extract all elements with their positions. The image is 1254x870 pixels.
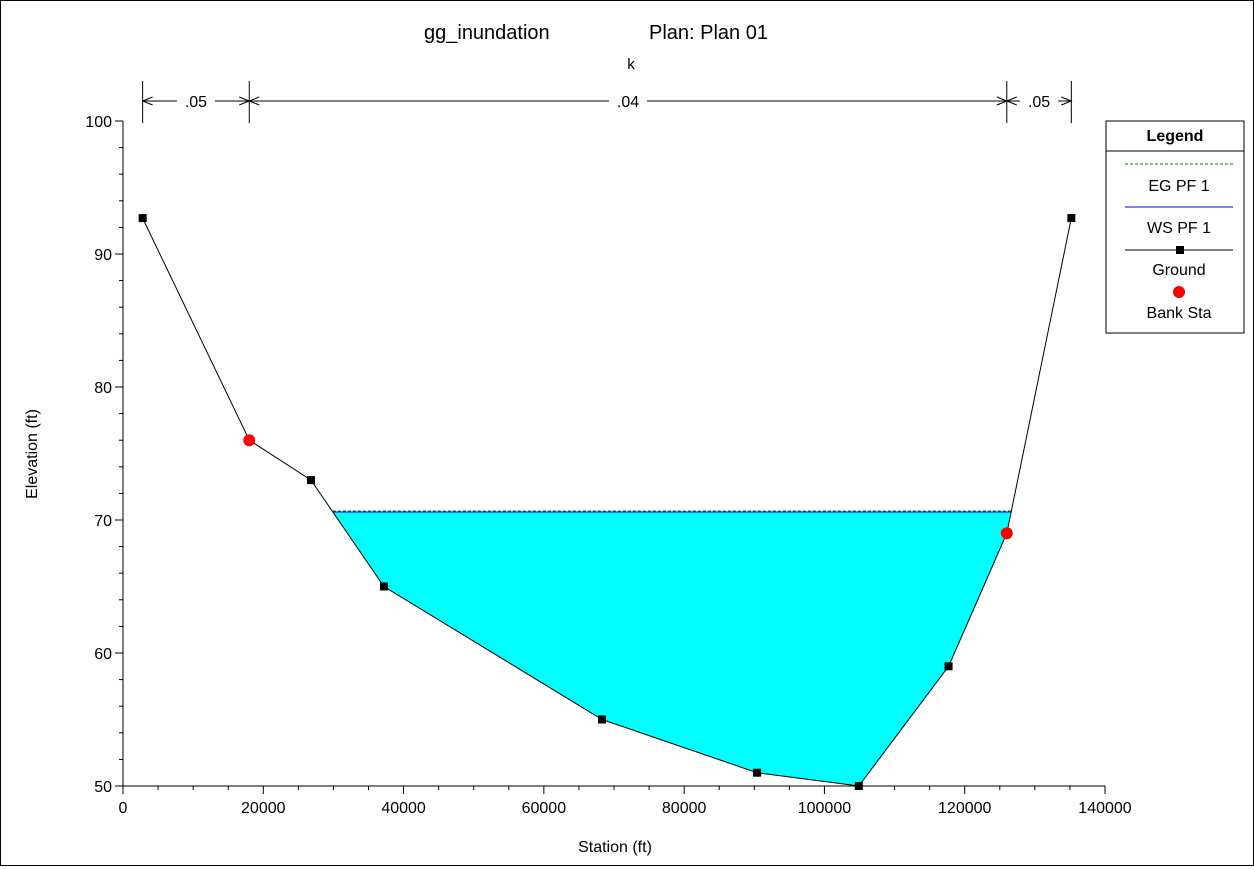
n-arrowhead — [141, 96, 153, 106]
legend-bank-swatch — [1173, 286, 1185, 298]
n-value-label: .04 — [617, 94, 639, 111]
n-arrowhead — [1005, 96, 1017, 106]
legend-ground-label: Ground — [1152, 262, 1205, 279]
y-tick-label: 70 — [94, 513, 112, 530]
n-arrowhead — [247, 96, 260, 106]
y-tick-label: 100 — [85, 114, 112, 131]
bank-station-point — [1000, 527, 1013, 540]
ground-point — [944, 662, 953, 671]
legend-box — [1105, 120, 1245, 334]
mannings-n-layer: .05 .04 .05 — [141, 81, 1073, 123]
x-tick-label: 100000 — [798, 800, 851, 817]
y-tick-label: 50 — [94, 779, 112, 796]
legend-title: Legend — [1147, 128, 1204, 145]
chart-title-name: gg_inundation — [424, 22, 550, 44]
ground-point — [379, 582, 388, 591]
ground-point — [598, 715, 607, 724]
ground-point — [753, 768, 762, 777]
x-axis-label: Station (ft) — [578, 839, 652, 856]
x-tick-label: 40000 — [381, 800, 426, 817]
chart-title-plan: Plan: Plan 01 — [649, 22, 768, 44]
y-tick-label: 90 — [94, 247, 112, 264]
n-arrowhead — [1061, 96, 1073, 106]
n-value-label: .05 — [1028, 94, 1050, 111]
x-tick-label: 120000 — [938, 800, 991, 817]
x-tick-label: 20000 — [241, 800, 286, 817]
bank-station-point — [243, 434, 256, 447]
n-value-label: .05 — [185, 94, 207, 111]
y-tick-label: 80 — [94, 380, 112, 397]
legend: Legend EG PF 1 WS PF 1 Ground Bank Sta — [1105, 120, 1245, 334]
x-tick-label: 0 — [119, 800, 128, 817]
legend-eg-label: EG PF 1 — [1148, 178, 1209, 195]
y-axis-label: Elevation (ft) — [24, 409, 41, 499]
x-tick-label: 140000 — [1078, 800, 1131, 817]
x-tick-label: 80000 — [662, 800, 707, 817]
y-tick-label: 60 — [94, 646, 112, 663]
legend-ws-label: WS PF 1 — [1147, 220, 1211, 237]
axes: 0 20000 40000 60000 80000 100000 120000 140000 5… — [85, 114, 1132, 817]
x-tick-label: 60000 — [522, 800, 567, 817]
water-fill — [332, 512, 1012, 786]
ground-point — [306, 476, 315, 485]
ground-point — [1067, 214, 1076, 223]
legend-ground-swatch-marker — [1176, 246, 1184, 254]
ground-line — [142, 217, 1072, 787]
ground-point — [138, 214, 147, 223]
chart-subtitle: k — [627, 56, 635, 73]
plot-area — [138, 214, 1076, 790]
legend-bank-label: Bank Sta — [1147, 305, 1212, 322]
